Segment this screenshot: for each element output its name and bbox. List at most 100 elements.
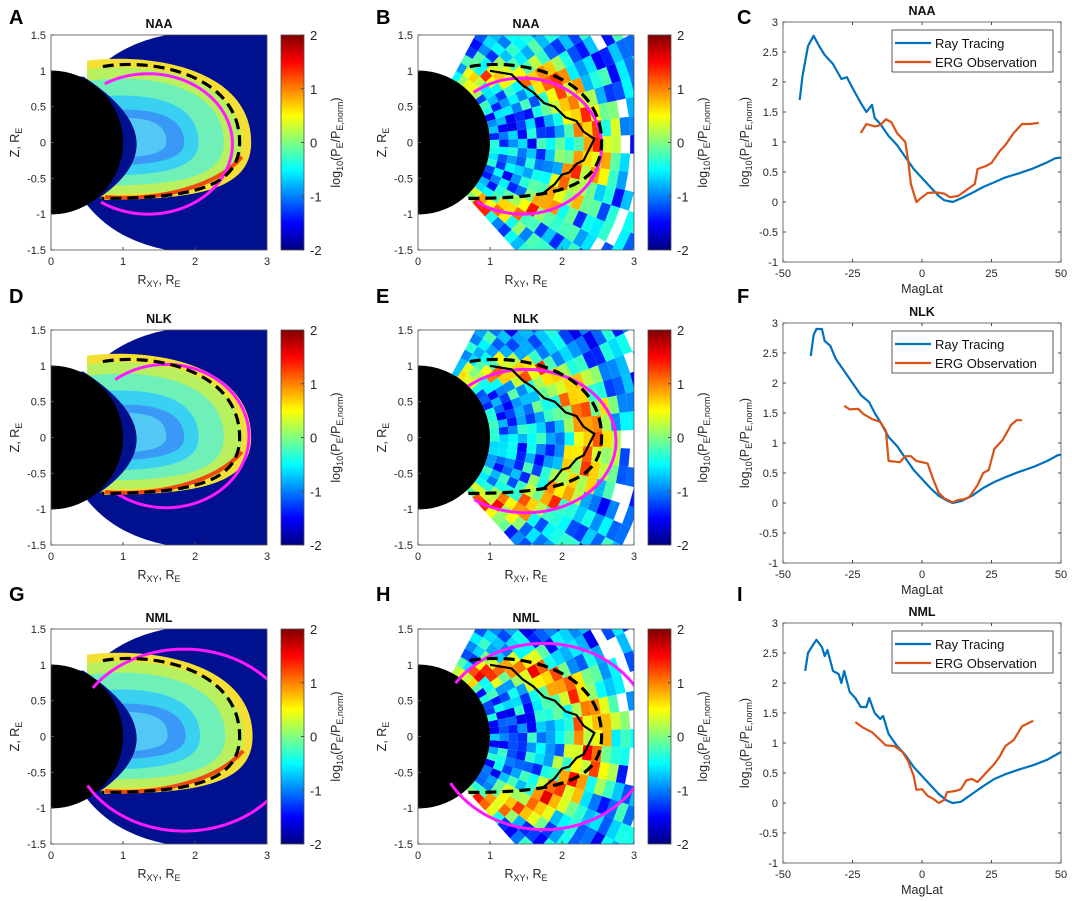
data-cell [613,228,631,250]
data-cell [535,720,547,733]
panel-title: NAA [145,17,172,31]
colorbar-tick-label: 0 [677,431,684,446]
data-cell [487,629,503,636]
x-tick-label: 0 [919,869,925,881]
y-axis-label: Z, RE [8,423,24,453]
data-cell [490,82,503,95]
data-cell [494,683,508,696]
y-tick-label: 1.5 [31,30,46,42]
y-tick-label: -1 [403,504,413,516]
data-cell [462,361,474,374]
data-cell [558,97,571,113]
colorbar-tick-label: 2 [310,622,317,637]
data-cell [484,459,496,470]
y-axis-label-part: Z, R [375,728,389,752]
data-cell [487,300,503,315]
colorbar-label-part: (P [329,742,343,755]
data-cell [504,510,519,525]
colorbar-label-part: /P [329,725,343,737]
y-tick-label: -0.5 [394,173,413,185]
y-tick-label: 1.5 [763,708,778,720]
x-tick-label: 2 [559,256,565,268]
y-axis-label: Z, RE [375,128,391,158]
data-cell [562,601,580,620]
data-cell [548,232,565,250]
x-axis-label-part: , R [159,568,175,582]
data-cell [600,713,612,731]
data-cell [508,130,519,140]
y-axis-label-part: E,norm [744,402,754,431]
data-cell [594,86,608,105]
data-cell [492,351,507,365]
y-tick-label: -0.5 [27,173,46,185]
y-axis-label-part: log [738,771,752,788]
data-cell [588,365,604,384]
colorbar-tick-label: -2 [677,243,689,258]
data-cell [635,390,647,411]
data-cell [471,383,483,395]
data-cell [590,330,608,346]
colorbar-tick-label: 2 [677,622,684,637]
data-cell [588,664,604,683]
data-cell [622,306,641,329]
data-cell [593,558,612,579]
data-cell [580,528,598,545]
x-axis-label-part: E [542,279,548,289]
data-cell [567,389,580,406]
data-cell [526,293,544,310]
data-cell [488,447,499,456]
data-cell [564,432,575,446]
colorbar-label: log10(PE/PE,norm) [696,97,712,187]
data-cell [489,174,502,185]
x-tick-label: 25 [985,569,997,581]
data-cell [597,66,613,87]
data-cell [526,722,537,733]
x-axis-label-part: XY [147,279,159,289]
data-cell [543,538,556,545]
data-cell [573,594,594,615]
data-cell [539,544,561,563]
data-cell [531,192,545,207]
y-tick-label: 0 [407,138,413,150]
data-cell [495,160,507,171]
colorbar [280,34,305,251]
data-cell [479,364,493,378]
data-cell [513,583,531,600]
data-cell [526,217,542,233]
data-cell [517,242,533,250]
data-cell [515,750,527,762]
x-tick-label: 3 [631,850,637,862]
data-cell [493,108,505,119]
data-cell [554,718,565,732]
data-cell [477,637,492,651]
data-cell [600,35,616,47]
y-axis-label: log10(PE/PE,norm) [738,398,754,488]
y-tick-label: 1 [40,66,46,78]
data-cell [503,524,519,540]
y-tick-label: -1 [768,558,778,570]
y-tick-label: 1 [407,660,413,672]
colorbar-label-part: /P [696,131,710,143]
panel-F: -50 -25 0 25 50 3 2.5 2 1.5 1 0.5 0 -0.5 -1 NLK F MagLat… [737,286,1067,597]
data-cell [513,164,525,177]
colorbar-tick-label: 1 [310,377,317,392]
data-cell [566,887,587,901]
y-axis-label-part: E [744,743,754,749]
data-cell [611,187,625,208]
data-cell [491,591,508,606]
data-cell [481,170,493,181]
data-cell [530,543,534,545]
data-cell [600,447,612,465]
data-cell [548,527,565,545]
data-cell [497,448,508,458]
x-tick-label: 0 [919,268,925,280]
data-cell [510,695,523,708]
colorbar-tick-label: -1 [310,783,322,798]
data-cell [535,421,547,434]
data-cell [597,168,610,186]
data-cell [510,396,523,409]
data-cell [489,132,500,140]
y-tick-label: -1 [36,504,46,516]
data-cell [503,330,519,338]
